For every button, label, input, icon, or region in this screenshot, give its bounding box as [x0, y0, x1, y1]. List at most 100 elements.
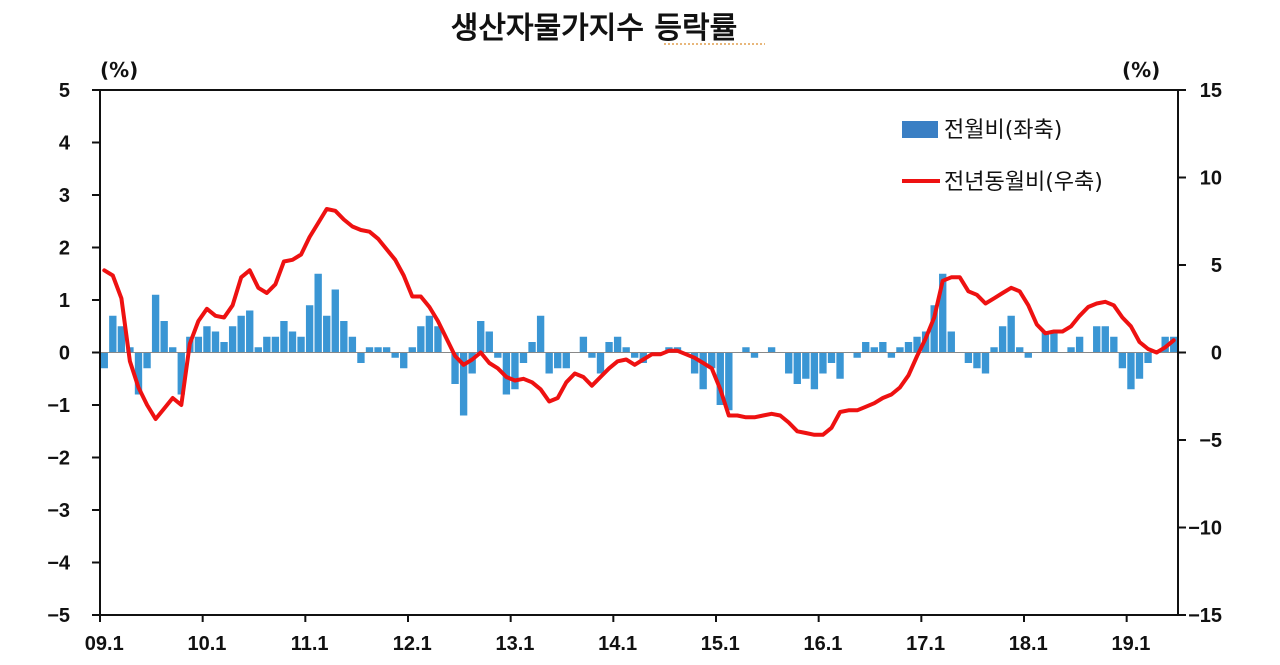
bar	[160, 321, 168, 353]
x-axis-ticks: 09.1 10.1 11.1 12.1 13.1 14.1 15.1 16.1 17.1 18.1…	[85, 615, 1150, 655]
bar	[1101, 326, 1109, 353]
bar	[1144, 352, 1152, 363]
bar	[1041, 331, 1050, 353]
left-tick-label: −1	[47, 395, 70, 417]
left-tick-label: 3	[59, 185, 70, 207]
bar	[169, 347, 177, 353]
bar	[904, 342, 913, 353]
bar	[468, 352, 476, 374]
bar	[588, 352, 596, 358]
bar	[348, 336, 357, 353]
bar	[810, 352, 819, 390]
legend-line-label: 전년동월비(우축)	[944, 170, 1103, 195]
bar	[211, 331, 220, 353]
bar	[502, 352, 511, 395]
bar	[793, 352, 801, 384]
bar	[194, 336, 203, 353]
x-tick-label: 10.1	[187, 633, 226, 655]
bar	[939, 273, 947, 353]
right-axis-unit: (%)	[1122, 58, 1160, 82]
bar	[819, 352, 827, 374]
bar	[605, 342, 613, 353]
bar	[545, 352, 553, 374]
left-axis-unit: (%)	[100, 58, 138, 82]
bar	[1110, 336, 1118, 353]
bar	[853, 352, 861, 358]
bar	[1161, 336, 1169, 353]
bar	[425, 315, 434, 353]
bar	[451, 352, 459, 384]
bar	[613, 336, 622, 353]
bar	[536, 315, 545, 353]
right-tick-label: 10	[1200, 168, 1222, 190]
bar	[1093, 326, 1101, 353]
bar	[1075, 336, 1084, 353]
legend: 전월비(좌축) 전년동월비(우축)	[902, 118, 1103, 195]
bar-series	[100, 273, 1178, 416]
bar	[1118, 352, 1127, 369]
bar	[998, 326, 1007, 353]
x-tick-label: 15.1	[701, 633, 740, 655]
bar	[494, 352, 502, 358]
bar	[554, 352, 562, 369]
bar	[357, 352, 365, 363]
bar	[134, 352, 143, 395]
left-tick-label: 0	[59, 343, 70, 365]
right-tick-label: −15	[1188, 605, 1222, 627]
bar	[151, 294, 160, 353]
plot-area	[99, 89, 1179, 616]
bar	[288, 331, 297, 353]
bar	[1135, 352, 1144, 379]
x-tick-label: 14.1	[598, 633, 637, 655]
bar	[228, 326, 237, 353]
bar	[708, 352, 716, 369]
bar	[280, 321, 288, 353]
bar	[1170, 336, 1178, 353]
yoy-line-series	[102, 207, 1176, 437]
left-axis-ticks: 5 4 3 2 1 0 −1 −2 −3 −4 −5	[47, 80, 100, 627]
bar	[879, 342, 887, 353]
bar	[528, 342, 536, 353]
bar	[400, 352, 408, 369]
legend-bar-label: 전월비(좌축)	[944, 118, 1062, 143]
bar	[459, 352, 468, 416]
bar	[1007, 315, 1015, 353]
bar	[690, 352, 699, 374]
x-tick-label: 18.1	[1009, 633, 1048, 655]
x-tick-label: 09.1	[85, 633, 124, 655]
bar	[1050, 331, 1058, 353]
bar	[742, 347, 750, 353]
bar	[990, 347, 998, 353]
bar	[340, 321, 348, 353]
bar	[100, 352, 108, 369]
bar	[477, 321, 485, 353]
bar	[725, 352, 733, 411]
bar	[802, 352, 810, 379]
right-tick-label: 5	[1211, 255, 1222, 277]
bar	[827, 352, 836, 363]
chart-title: 생산자물가지수 등락률	[451, 11, 737, 46]
bar	[323, 315, 331, 353]
right-axis-ticks: 15 10 5 0 −5 −10 −15	[1178, 80, 1222, 627]
bar	[930, 305, 938, 353]
bar	[1016, 347, 1024, 353]
bar	[562, 352, 570, 369]
right-tick-label: 0	[1211, 343, 1222, 365]
bar	[836, 352, 844, 379]
bar	[331, 289, 339, 353]
bar	[203, 326, 211, 353]
bar	[862, 342, 870, 353]
bar	[896, 347, 904, 353]
bar	[220, 342, 228, 353]
bar	[785, 352, 793, 374]
bar	[391, 352, 399, 358]
bar	[767, 347, 776, 353]
bar	[417, 326, 425, 353]
bar	[177, 352, 185, 395]
bar	[870, 347, 878, 353]
left-tick-label: −2	[47, 448, 70, 470]
x-tick-label: 19.1	[1111, 633, 1150, 655]
bar	[297, 336, 305, 353]
bar	[519, 352, 528, 363]
